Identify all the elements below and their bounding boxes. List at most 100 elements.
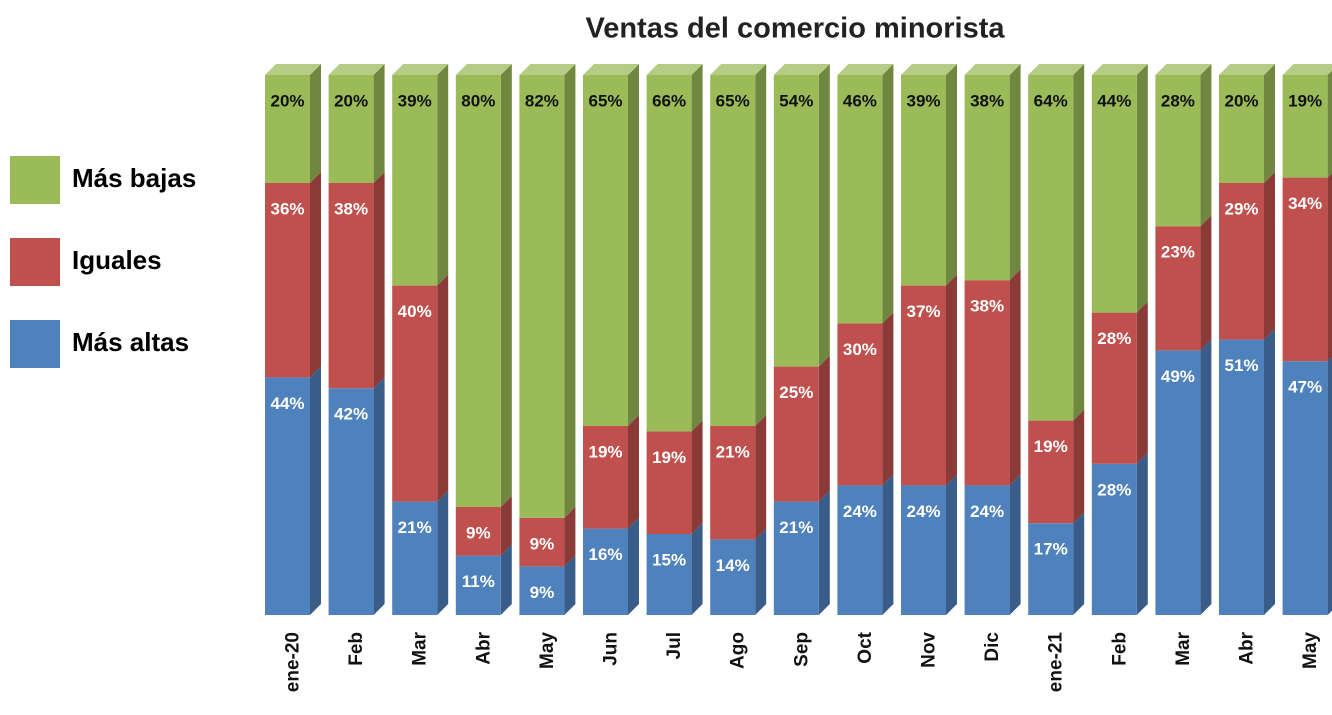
bar	[964, 280, 1010, 486]
bar	[328, 183, 374, 389]
bar	[1091, 312, 1137, 464]
bar-side	[500, 544, 512, 615]
bar	[1155, 226, 1201, 351]
bar	[1282, 75, 1328, 178]
data-label: 24%	[843, 502, 877, 521]
data-label: 21%	[716, 442, 750, 461]
data-label: 9%	[466, 523, 491, 542]
data-label: 19%	[652, 448, 686, 467]
bar-side	[628, 415, 639, 529]
bar-side	[946, 274, 957, 486]
x-tick-label: ene-21	[1046, 632, 1067, 693]
bar	[646, 534, 692, 615]
bar-side	[310, 172, 321, 378]
bar-side	[946, 474, 957, 615]
data-label: 80%	[461, 91, 495, 110]
bar	[710, 539, 756, 615]
data-label: 19%	[1288, 91, 1322, 110]
data-label: 39%	[398, 91, 432, 110]
x-tick-label: Ago	[728, 632, 749, 669]
bar-side	[1073, 64, 1085, 421]
data-label: 24%	[906, 502, 940, 521]
bar-side	[691, 64, 703, 432]
legend-swatch	[10, 320, 60, 368]
data-label: 20%	[1224, 91, 1258, 110]
x-tick-label: May	[1300, 632, 1321, 669]
data-label: 64%	[1034, 91, 1068, 110]
bar-top	[328, 64, 385, 75]
data-label: 19%	[1034, 437, 1068, 456]
bar	[646, 431, 692, 534]
bar-side	[500, 496, 512, 556]
data-label: 39%	[906, 91, 940, 110]
bar-side	[500, 64, 512, 507]
data-label: 14%	[716, 556, 750, 575]
data-label: 65%	[716, 91, 750, 110]
data-label: 44%	[270, 394, 304, 413]
bar-side	[628, 517, 639, 615]
data-label: 36%	[270, 199, 304, 218]
data-label: 66%	[652, 91, 686, 110]
data-label: 29%	[1224, 199, 1258, 218]
bar	[710, 75, 756, 426]
data-label: 38%	[970, 297, 1004, 316]
bar	[328, 388, 374, 615]
bar	[837, 75, 883, 324]
bar-top	[1155, 64, 1212, 75]
bar	[773, 75, 819, 367]
bar	[964, 75, 1010, 281]
bar-side	[1009, 64, 1021, 281]
data-label: 19%	[588, 442, 622, 461]
data-label: 16%	[588, 545, 622, 564]
bar	[519, 75, 565, 518]
bar	[265, 377, 310, 615]
data-label: 34%	[1288, 194, 1322, 213]
bar-side	[818, 64, 830, 367]
bar-side	[310, 64, 321, 183]
bar-side	[1264, 328, 1275, 615]
bar	[1028, 75, 1074, 421]
x-tick-label: Oct	[855, 631, 876, 663]
bar-top	[583, 64, 639, 75]
legend-label: Más bajas	[72, 163, 196, 193]
x-tick-label: Sep	[791, 632, 812, 667]
bar-side	[882, 64, 894, 324]
bar	[964, 485, 1010, 615]
legend-label: Más altas	[72, 327, 189, 357]
bar-top	[392, 64, 449, 75]
data-label: 23%	[1161, 243, 1195, 262]
x-tick-label: May	[537, 632, 558, 669]
bar-top	[646, 64, 703, 75]
bar-side	[373, 377, 385, 615]
bar-side	[1073, 512, 1085, 615]
legend-swatch	[10, 156, 60, 204]
x-tick-label: Dic	[982, 632, 1003, 662]
bar-top	[265, 64, 321, 75]
bar-side	[1264, 64, 1275, 183]
bar-top	[710, 64, 767, 75]
bar	[1028, 420, 1074, 524]
x-tick-label: Jul	[664, 632, 685, 659]
bar-side	[310, 366, 321, 615]
bar-side	[1200, 339, 1212, 615]
bar-side	[1327, 356, 1332, 615]
bar	[519, 517, 565, 567]
bar	[1219, 183, 1264, 340]
bar	[901, 485, 946, 615]
bar	[710, 426, 756, 540]
bar-top	[837, 64, 894, 75]
bar	[901, 285, 946, 486]
data-label: 54%	[779, 91, 813, 110]
data-label: 21%	[398, 518, 432, 537]
bar-side	[373, 64, 385, 183]
chart-title: Ventas del comercio minorista	[585, 13, 1005, 45]
bar-side	[691, 420, 703, 534]
data-label: 49%	[1161, 367, 1195, 386]
x-tick-label: Mar	[1173, 631, 1194, 665]
bar-top	[519, 64, 576, 75]
data-label: 17%	[1034, 540, 1068, 559]
data-label: 51%	[1224, 356, 1258, 375]
data-label: 25%	[779, 383, 813, 402]
bar-side	[1327, 173, 1332, 362]
bar-side	[882, 474, 894, 615]
